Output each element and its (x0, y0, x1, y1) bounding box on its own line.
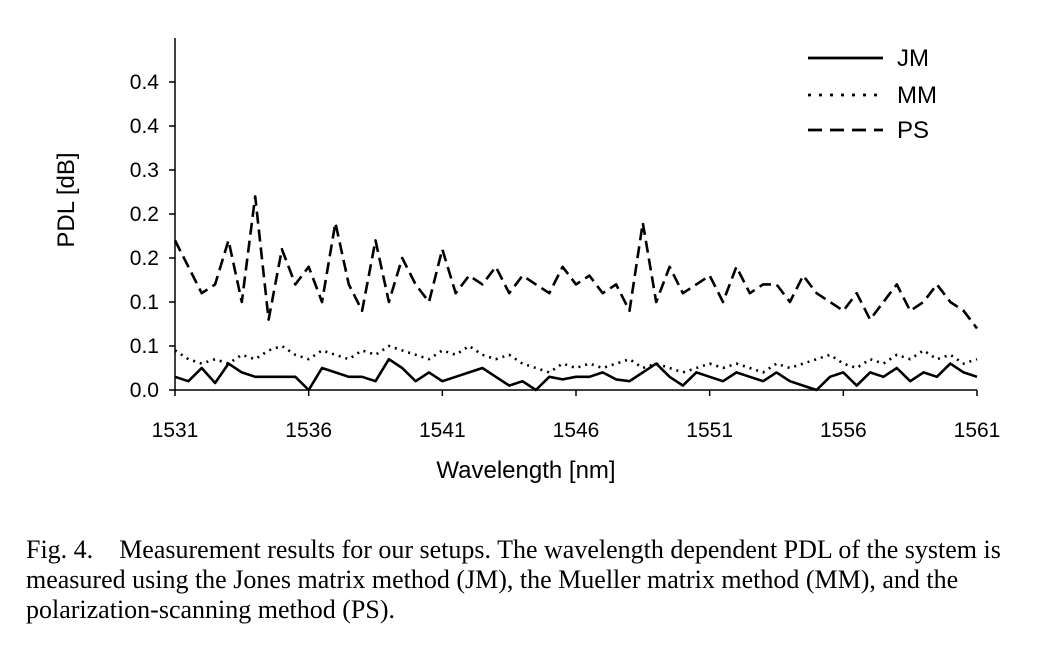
legend: JM MM PS (808, 45, 937, 144)
x-tick-label: 1536 (285, 419, 332, 442)
y-tick-label: 0.2 (130, 247, 159, 270)
caption-text: Measurement results for our setups. The … (26, 535, 1001, 624)
chart-figure: 0.0 0.1 0.1 0.2 0.2 0.3 0.4 0.4 1531 1536 1541 154… (53, 38, 1001, 484)
y-tick-label: 0.3 (130, 159, 159, 182)
y-tick-label: 0.4 (130, 71, 160, 94)
series-line-mm (174, 344, 978, 374)
y-tick-label: 0.2 (130, 203, 159, 226)
x-tick-label: 1531 (152, 419, 199, 442)
legend-label-mm: MM (897, 82, 937, 109)
x-tick-label: 1551 (686, 419, 733, 442)
legend-label-ps: PS (897, 117, 929, 144)
y-tick-label: 0.4 (130, 115, 160, 138)
legend-label-jm: JM (897, 45, 929, 72)
y-tick-label: 0.1 (130, 291, 159, 314)
axes (174, 38, 977, 391)
x-tick-label: 1561 (954, 419, 1001, 442)
caption-label: Fig. 4. (26, 535, 94, 564)
series-layer (173, 195, 979, 392)
y-ticks: 0.0 0.1 0.1 0.2 0.2 0.3 0.4 0.4 (130, 71, 175, 402)
y-tick-label: 0.0 (130, 379, 159, 402)
x-tick-label: 1546 (553, 419, 600, 442)
y-tick-label: 0.1 (130, 335, 159, 358)
x-tick-label: 1556 (820, 419, 867, 442)
x-ticks: 1531 1536 1541 1546 1551 1556 1561 (152, 390, 1001, 442)
x-axis-title: Wavelength [nm] (436, 457, 615, 484)
series-line-ps (173, 195, 979, 330)
y-axis-title: PDL [dB] (53, 152, 80, 247)
x-tick-label: 1541 (419, 419, 466, 442)
figure-caption: Fig. 4. Measurement results for our setu… (26, 535, 1041, 625)
series-line-jm (174, 357, 978, 392)
